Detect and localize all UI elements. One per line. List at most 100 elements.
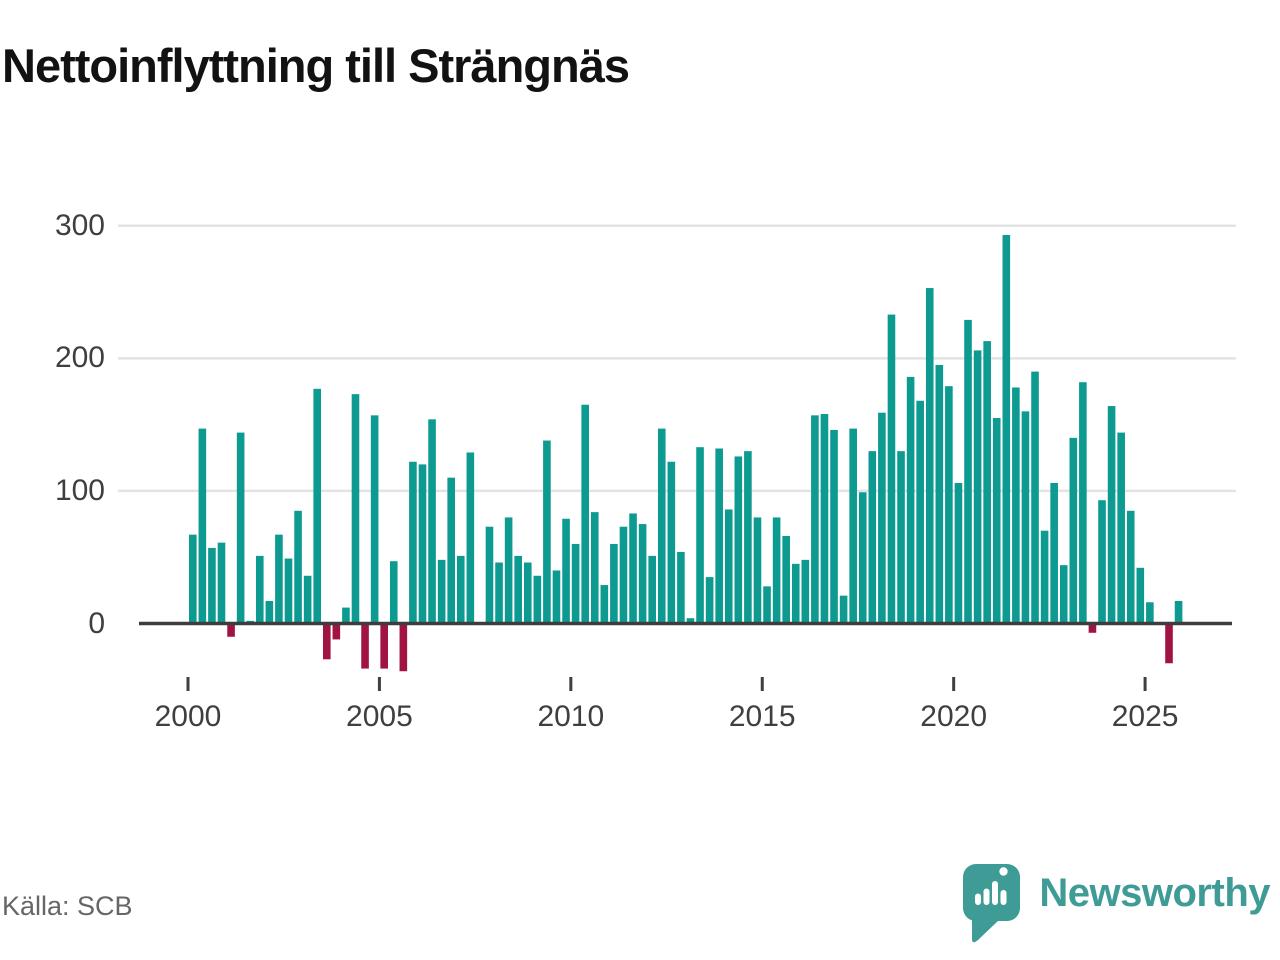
newsworthy-logo-icon (963, 864, 1020, 943)
bar (485, 526, 494, 624)
logo-bubble-tail (972, 914, 999, 943)
bar (677, 551, 685, 624)
bar (992, 418, 1001, 624)
bar (581, 404, 589, 624)
newsworthy-branding: Newsworthy (1025, 858, 1270, 928)
source-caption: Källa: SCB (2, 891, 133, 921)
x-axis-label: 2000 (154, 700, 222, 733)
bar (504, 517, 513, 624)
page-title: Nettoinflyttning till Strängnäs (2, 39, 630, 92)
bar (763, 586, 771, 624)
bar (868, 451, 877, 624)
bar (724, 509, 733, 624)
x-axis-ticks (186, 677, 1147, 691)
bar (303, 575, 312, 624)
bar (1059, 565, 1068, 624)
bar (1002, 235, 1011, 624)
bar (466, 452, 475, 624)
bar (1136, 567, 1145, 624)
bar (1165, 623, 1173, 664)
x-axis-label: 2010 (537, 700, 605, 733)
bar (409, 461, 417, 624)
gridlines (118, 224, 1236, 493)
x-axis-label: 2005 (346, 700, 413, 733)
bar (638, 524, 647, 624)
bar (284, 558, 293, 624)
logo-bar (1000, 890, 1007, 905)
bar (1146, 602, 1154, 624)
bar (973, 350, 982, 624)
newsworthy-wordmark: Newsworthy (1039, 871, 1270, 915)
bar (418, 464, 427, 624)
bar (456, 555, 465, 624)
bar (753, 517, 762, 624)
bar (887, 314, 896, 624)
bar (543, 440, 551, 624)
bar (590, 512, 599, 624)
bar (523, 562, 532, 624)
x-axis-label: 2025 (1111, 700, 1179, 733)
bar (1126, 510, 1135, 624)
bar (514, 555, 522, 624)
bar (715, 448, 723, 624)
bar (600, 585, 609, 624)
bar (1012, 387, 1020, 624)
bar (552, 570, 561, 624)
bar (198, 428, 207, 624)
logo-bubble (963, 864, 1020, 921)
bar (954, 482, 963, 624)
bar (217, 542, 226, 624)
bar (255, 555, 264, 624)
bar (389, 561, 398, 624)
bar (830, 429, 838, 624)
bar (1079, 382, 1087, 624)
bar (1040, 530, 1049, 624)
bar (495, 562, 503, 624)
bar (313, 388, 322, 624)
bar (657, 428, 666, 624)
bar (686, 618, 695, 624)
bar (897, 451, 905, 624)
bar (1021, 411, 1030, 624)
bar (648, 555, 656, 624)
bar (744, 451, 752, 624)
bar (351, 394, 360, 624)
logo-bar (983, 888, 990, 905)
bar (916, 400, 924, 624)
bar (370, 415, 379, 624)
bar (925, 288, 934, 624)
x-axis-label: 2015 (728, 700, 796, 733)
bar (1098, 500, 1106, 624)
bar (227, 623, 235, 637)
bar (945, 386, 953, 624)
bar (428, 419, 436, 624)
bar (533, 575, 542, 624)
bar (629, 513, 637, 624)
bar (1069, 437, 1078, 624)
bar (437, 559, 446, 624)
bar (667, 461, 676, 624)
bar (1031, 371, 1039, 624)
bar (399, 623, 408, 672)
bar (1107, 406, 1116, 624)
bar (782, 536, 790, 624)
bar (839, 595, 848, 624)
bar (265, 600, 274, 624)
y-axis-label: 200 (54, 341, 105, 375)
bar (849, 428, 857, 624)
bars (188, 235, 1183, 672)
logo-bar (975, 893, 981, 905)
bar (332, 623, 341, 640)
bar (380, 623, 388, 669)
bar (236, 432, 245, 624)
bar (1117, 432, 1125, 624)
bar (734, 456, 743, 624)
bar (275, 534, 283, 624)
bar (1088, 623, 1097, 633)
bar (696, 447, 704, 624)
bar (801, 559, 810, 624)
bar (571, 543, 580, 624)
bar (1050, 482, 1058, 624)
